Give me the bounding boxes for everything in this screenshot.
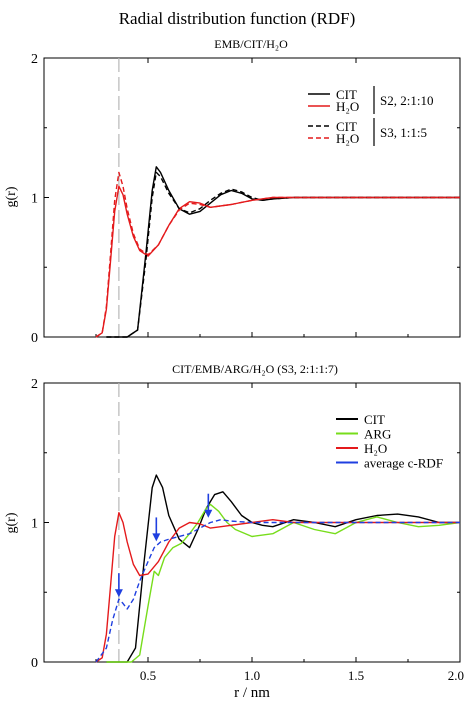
panel-bottom-ytick-label: 0 xyxy=(31,656,38,671)
panel-top-series-cit-dashed xyxy=(106,171,460,338)
legend-entry-label: CIT xyxy=(336,119,357,134)
figure-title: Radial distribution function (RDF) xyxy=(119,9,356,28)
legend-group-label: S3, 1:1:5 xyxy=(380,125,427,140)
panel-bottom-ytick-label: 1 xyxy=(31,517,38,532)
panel-bottom-title: CIT/EMB/ARG/H₂O (S3, 2:1:1:7) xyxy=(172,362,338,376)
figure-xlabel: r / nm xyxy=(234,685,270,701)
panel-top-lines xyxy=(95,58,460,338)
panel-top-ytick-label: 1 xyxy=(31,192,38,207)
panel-bottom: CIT/EMB/ARG/H₂O (S3, 2:1:1:7) g(r) 0 1 2 0.… xyxy=(4,362,464,683)
panel-top-series-cit-solid xyxy=(106,166,460,338)
panel-top-ytick-label: 2 xyxy=(31,52,38,67)
panel-top-series-h-o-solid xyxy=(95,185,460,338)
panel-bottom-series-arg-solid xyxy=(106,503,461,663)
panel-bottom-series-cit-solid xyxy=(106,474,460,663)
panel-bottom-xtick-label: 1.5 xyxy=(348,668,364,683)
panel-bottom-ylabel: g(r) xyxy=(4,512,19,533)
legend-entry-label: H₂O xyxy=(336,131,359,146)
crdf-arrow-head xyxy=(114,589,123,598)
panel-bottom-ytick-label: 2 xyxy=(31,377,38,392)
panel-bottom-series-h-o-solid xyxy=(95,512,460,663)
legend-entry-label: ARG xyxy=(364,427,391,442)
legend-entry-label: H₂O xyxy=(364,441,387,456)
legend-group-label: S2, 2:1:10 xyxy=(380,93,433,108)
panel-top-ytick-label: 0 xyxy=(31,331,38,346)
legend-entry-label: CIT xyxy=(336,87,357,102)
panel-top-title: EMB/CIT/H₂O xyxy=(214,37,288,51)
legend-entry-label: average c-RDF xyxy=(364,456,443,471)
panel-bottom-xtick-label: 2.0 xyxy=(448,668,464,683)
crdf-arrow-head xyxy=(204,509,213,518)
panel-bottom-series-average-c-rdf-dashed xyxy=(95,519,460,663)
panel-top-ylabel: g(r) xyxy=(4,186,19,207)
panel-bottom-xtick-label: 0.5 xyxy=(140,668,156,683)
panel-top-series-h-o-dashed xyxy=(95,171,460,338)
legend-entry-label: CIT xyxy=(364,412,385,427)
crdf-arrow-head xyxy=(152,533,161,542)
panel-bottom-ticks: 0 1 2 0.5 1.0 1.5 2.0 xyxy=(31,377,464,683)
panel-bottom-lines xyxy=(95,383,461,663)
legend-entry-label: H₂O xyxy=(336,99,359,114)
panel-bottom-xtick-label: 1.0 xyxy=(244,668,260,683)
